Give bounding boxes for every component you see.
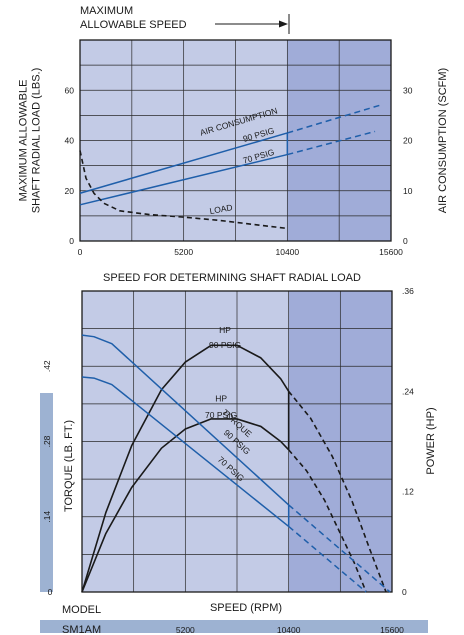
- chart1-right-tick-label: 20: [403, 136, 413, 146]
- chart1-left-axis-label: MAXIMUM ALLOWABLESHAFT RADIAL LOAD (LBS.…: [18, 68, 43, 213]
- chart2-annotation-70-psig-3: 70 PSIG: [205, 410, 237, 420]
- chart1-left-tick-label: 0: [69, 236, 74, 246]
- chart1-x-tick-label: 5200: [174, 247, 193, 257]
- chart2-right-tick-label: .36: [402, 286, 414, 296]
- chart2-annotation-hp-0: HP: [219, 325, 231, 335]
- chart2-frame: [81, 290, 393, 593]
- chart2-left-tick-label: .42: [42, 360, 52, 372]
- chart2-grid: [82, 291, 392, 592]
- series-hp-70-psig-above-max-speed-line: [288, 449, 367, 593]
- between-charts-title: SPEED FOR DETERMINING SHAFT RADIAL LOAD: [103, 272, 361, 284]
- series-hp-70-psig-line: [81, 418, 290, 593]
- chart1-x-tick-label: 0: [78, 247, 83, 257]
- series-hp-90-psig-line: [81, 344, 290, 593]
- chart2-right-tick-label: .24: [402, 386, 414, 396]
- chart2-x-tick-label: 10400: [277, 625, 301, 635]
- chart2-right-tick-label: .12: [402, 487, 414, 497]
- chart2-x-tick-label: 5200: [176, 625, 195, 635]
- torque-scale-strip: [40, 393, 53, 592]
- series-torque-90-psig-line-extension: [288, 504, 391, 593]
- chart2-left-tick-label: 0: [48, 587, 53, 597]
- chart1-left-tick-label: 60: [65, 85, 75, 95]
- chart1-right-tick-label: 0: [403, 236, 408, 246]
- series-air-consumption-70-psig-line-extension: [287, 130, 376, 156]
- chart1-left-tick-label: 20: [65, 186, 75, 196]
- series-air-consumption-90-psig-line-extension: [287, 103, 384, 134]
- max-speed-label-line1: MAXIMUM: [80, 5, 133, 17]
- series-torque-70-psig-line-extension: [288, 525, 367, 593]
- chart1-left-tick-label: 40: [65, 136, 75, 146]
- series-load-line: [79, 150, 288, 230]
- chart2-right-tick-label: 0: [402, 587, 407, 597]
- chart2-left-tick-label: .28: [42, 435, 52, 447]
- chart2-tick-labels: 5200 10400 15600 0 .14 .28 .42 0 .12 .24 .36: [42, 286, 414, 635]
- chart2-x-tick-label: 15600: [380, 625, 404, 635]
- chart1-x-tick-label: 10400: [276, 247, 300, 257]
- chart1-right-tick-label: 10: [403, 186, 413, 196]
- chart2-x-axis-label: SPEED (RPM): [210, 602, 282, 614]
- chart2-annotation-90-psig-1: 90 PSIG: [209, 340, 241, 350]
- max-speed-label-line2: ALLOWABLE SPEED: [80, 19, 187, 31]
- chart2-series: [81, 334, 391, 593]
- model-name: SM1AM: [62, 624, 101, 635]
- chart1-right-axis-label: AIR CONSUMPTION (SCFM): [437, 68, 449, 213]
- chart1-series: [79, 103, 384, 230]
- series-hp-90-psig-above-max-speed-line: [288, 390, 387, 593]
- max-speed-arrow-head: [279, 20, 288, 28]
- series-air-consumption-90-psig-line: [79, 132, 288, 194]
- series-air-consumption-70-psig-line: [79, 153, 288, 206]
- chart1-annotation-load: LOAD: [209, 202, 234, 216]
- series-torque-70-psig-line: [81, 376, 290, 528]
- model-speed-strip: [40, 620, 428, 633]
- chart1-right-tick-label: 30: [403, 85, 413, 95]
- series-torque-90-psig-line: [81, 334, 290, 506]
- chart1-frame: [79, 39, 392, 242]
- chart2-annotation-hp-2: HP: [215, 393, 227, 403]
- model-label: MODEL: [62, 604, 101, 616]
- chart2-left-axis-label: TORQUE (LB. FT.): [63, 420, 75, 512]
- chart2-left-tick-label: .14: [42, 511, 52, 523]
- chart2-right-axis-label: POWER (HP): [425, 407, 437, 474]
- chart1-x-tick-label: 15600: [379, 247, 403, 257]
